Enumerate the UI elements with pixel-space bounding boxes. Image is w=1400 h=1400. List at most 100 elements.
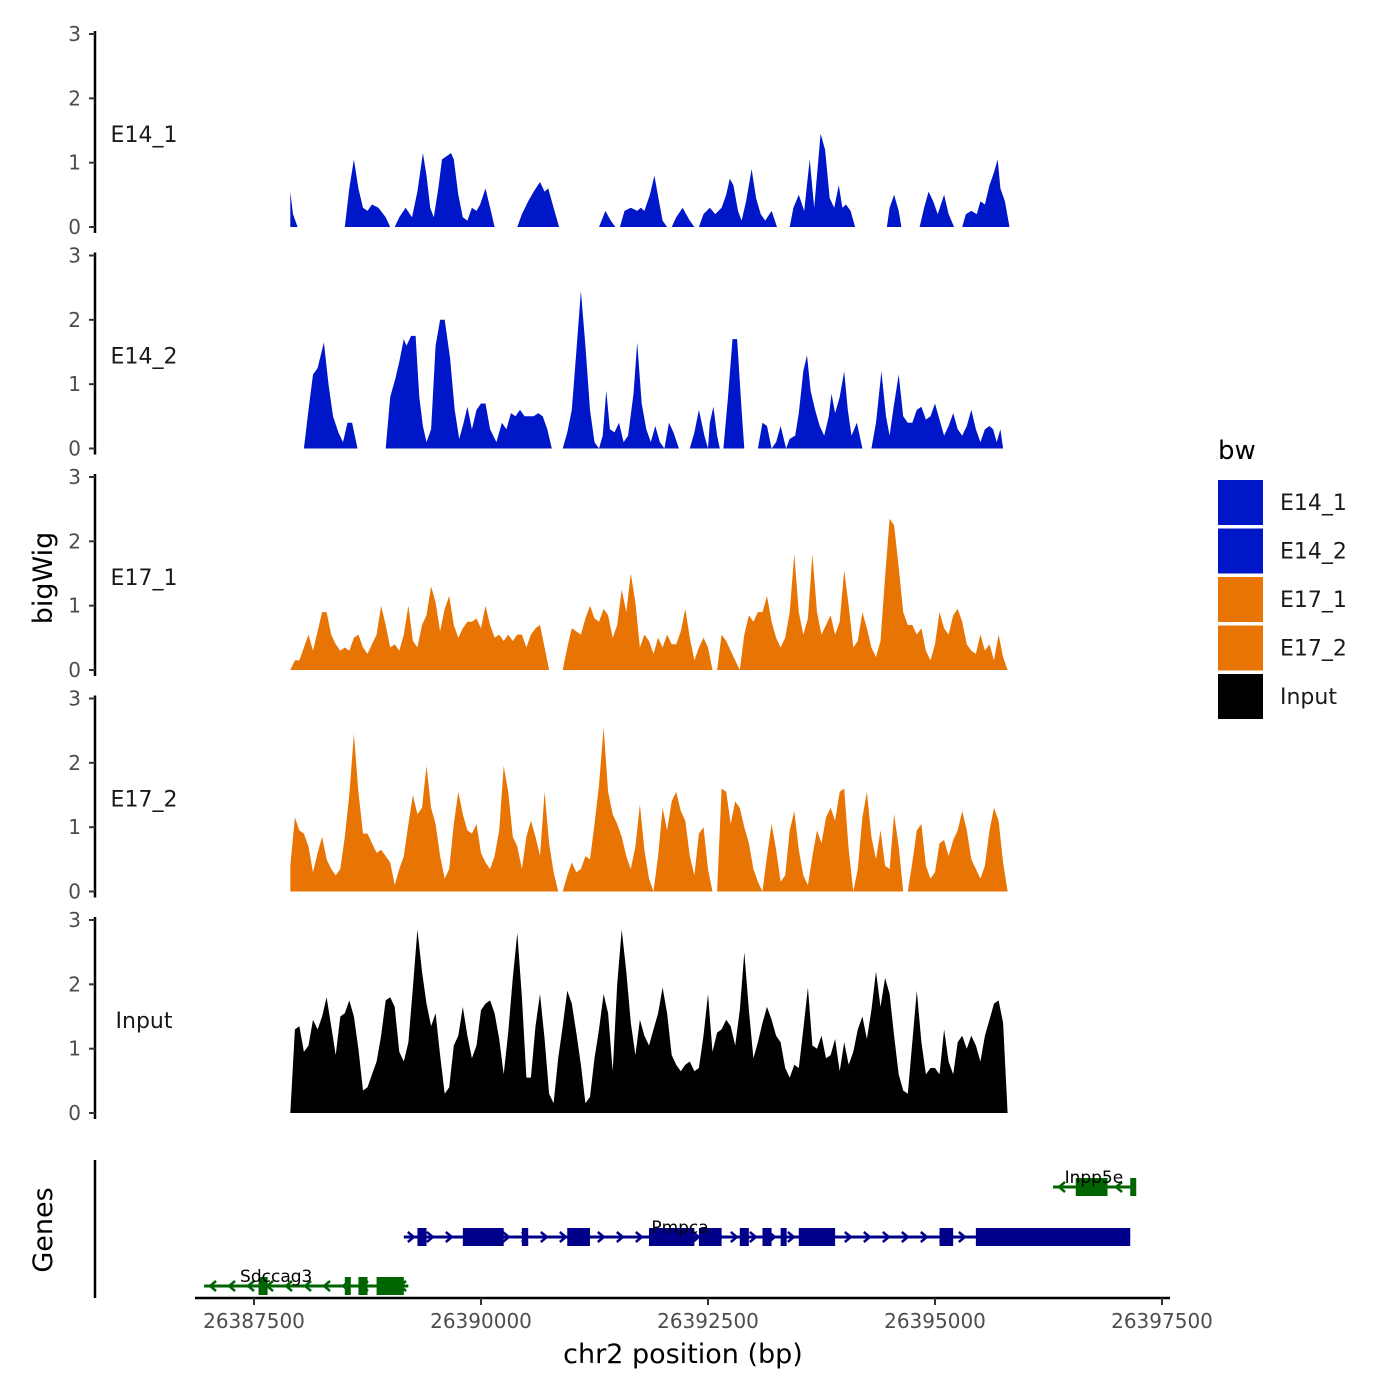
track-label: E17_2 (111, 788, 178, 813)
legend-label: E14_2 (1280, 540, 1347, 565)
legend-swatch (1218, 577, 1263, 622)
track-label: E14_2 (111, 345, 178, 370)
y-tick-label: 2 (68, 751, 81, 775)
x-axis-title: chr2 position (bp) (563, 1339, 803, 1370)
track-label: Input (116, 1009, 173, 1034)
legend-entry: E14_2 (1218, 528, 1347, 574)
signal-area-Input (290, 929, 1008, 1113)
signal-area-E14_2 (303, 290, 1004, 449)
strand-chevron (882, 1231, 891, 1243)
x-tick-label: 26397500 (1111, 1309, 1213, 1333)
track-E17_2: 0 1 2 3 E17_2 (68, 687, 1008, 904)
legend-label: E17_1 (1280, 588, 1347, 613)
track-E14_2: 0 1 2 3 E14_2 (68, 244, 1004, 461)
signal-area-E17_2 (290, 727, 1008, 892)
strand-chevron (246, 1280, 255, 1292)
signal-area-E17_1 (290, 518, 1008, 670)
strand-chevron (901, 1231, 910, 1243)
strand-chevron (284, 1280, 293, 1292)
y-tick-label: 0 (68, 437, 81, 461)
exon (1075, 1178, 1108, 1196)
y-axis-title-genes: Genes (28, 1187, 59, 1272)
strand-chevron (749, 1231, 758, 1243)
legend-entry: Input (1218, 674, 1337, 719)
strand-chevron (958, 1231, 967, 1243)
strand-chevron (635, 1231, 644, 1243)
y-axis-title-bigwig: bigWig (28, 532, 59, 625)
y-tick-label: 3 (68, 22, 81, 46)
legend-label: E14_1 (1280, 491, 1347, 516)
x-tick-label: 26387500 (203, 1309, 305, 1333)
y-tick-label: 1 (68, 815, 81, 839)
y-tick-label: 2 (68, 86, 81, 110)
gene-Sdccag3: Sdccag3 (204, 1267, 409, 1295)
y-tick-label: 3 (68, 465, 81, 489)
legend-label: Input (1280, 685, 1337, 710)
legend-entry: E17_2 (1218, 625, 1347, 671)
y-tick-label: 2 (68, 972, 81, 996)
exon (567, 1228, 590, 1246)
strand-chevron (597, 1231, 606, 1243)
strand-chevron (920, 1231, 929, 1243)
exon (376, 1277, 404, 1295)
strand-chevron (208, 1280, 217, 1292)
exon (258, 1277, 268, 1295)
strand-chevron (445, 1231, 454, 1243)
track-E14_1: 0 1 2 3 E14_1 (68, 22, 1010, 239)
exon (975, 1228, 1131, 1246)
y-tick-label: 3 (68, 244, 81, 268)
gene-label: Inpp5e (1065, 1168, 1124, 1188)
strand-chevron (407, 1231, 416, 1243)
y-tick-label: 3 (68, 687, 81, 711)
x-tick-label: 26395000 (884, 1309, 986, 1333)
y-tick-label: 0 (68, 1101, 81, 1125)
strand-chevron (844, 1231, 853, 1243)
y-tick-label: 2 (68, 308, 81, 332)
y-tick-label: 0 (68, 880, 81, 904)
exon (1130, 1178, 1137, 1196)
exon (762, 1228, 772, 1246)
gene-Pmpca: Pmpca (403, 1218, 1131, 1246)
strand-chevron (540, 1231, 549, 1243)
track-label: E14_1 (111, 123, 178, 148)
y-tick-label: 2 (68, 529, 81, 553)
strand-chevron (227, 1280, 236, 1292)
strand-chevron (787, 1231, 796, 1243)
x-tick-label: 26390000 (430, 1309, 532, 1333)
exon (698, 1228, 722, 1246)
exon (780, 1228, 787, 1246)
y-tick-label: 1 (68, 1037, 81, 1061)
strand-chevron (863, 1231, 872, 1243)
strand-chevron (303, 1280, 312, 1292)
track-label: E17_1 (111, 566, 178, 591)
strand-chevron (426, 1231, 435, 1243)
x-tick-label: 26392500 (657, 1309, 759, 1333)
y-tick-label: 1 (68, 594, 81, 618)
strand-chevron (616, 1231, 625, 1243)
strand-chevron (1057, 1181, 1066, 1193)
strand-chevron (322, 1280, 331, 1292)
exon (798, 1228, 836, 1246)
gene-panel: Inpp5e Pmpca Sdccag3 (93, 1160, 1137, 1298)
strand-chevron (1114, 1181, 1123, 1193)
strand-chevron (730, 1231, 739, 1243)
signal-area-E14_1 (290, 133, 1010, 227)
strand-chevron (502, 1231, 511, 1243)
legend-entry: E17_1 (1218, 577, 1347, 622)
gene-Inpp5e: Inpp5e (1053, 1168, 1137, 1196)
y-tick-label: 1 (68, 151, 81, 175)
track-E17_1: 0 1 2 3 E17_1 (68, 465, 1008, 682)
track-Input: 0 1 2 3 Input (68, 908, 1008, 1125)
legend-title: bw (1218, 436, 1256, 466)
y-tick-label: 3 (68, 908, 81, 932)
y-tick-label: 0 (68, 215, 81, 239)
legend: bw E14_1 E14_2 E17_1 E17_2 Input (1218, 436, 1347, 719)
legend-swatch (1218, 528, 1263, 574)
legend-swatch (1218, 480, 1263, 525)
strand-chevron (559, 1231, 568, 1243)
gene-label: Pmpca (651, 1218, 708, 1238)
exon (358, 1277, 368, 1295)
exon (417, 1228, 427, 1246)
exon (939, 1228, 954, 1246)
